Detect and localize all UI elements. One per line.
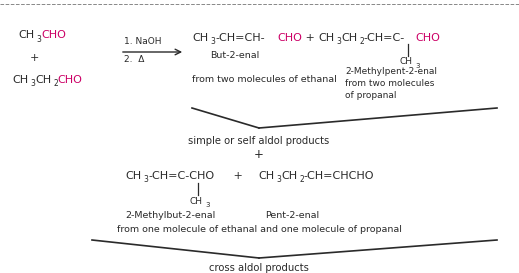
Text: 3: 3 — [336, 37, 341, 46]
Text: 3: 3 — [143, 176, 148, 185]
Text: CH: CH — [258, 171, 274, 181]
Text: +: + — [302, 33, 318, 43]
Text: 2: 2 — [53, 79, 58, 88]
Text: from one molecule of ethanal and one molecule of propanal: from one molecule of ethanal and one mol… — [117, 225, 401, 235]
Text: CH: CH — [318, 33, 334, 43]
Text: CH: CH — [281, 171, 297, 181]
Text: CH: CH — [125, 171, 141, 181]
Text: simple or self aldol products: simple or self aldol products — [188, 136, 330, 146]
Text: of propanal: of propanal — [345, 91, 397, 99]
Text: CH: CH — [35, 75, 51, 85]
Text: CHO: CHO — [415, 33, 440, 43]
Text: CH: CH — [341, 33, 357, 43]
Text: 3: 3 — [205, 202, 210, 208]
Text: -CH=CHCHO: -CH=CHCHO — [303, 171, 374, 181]
Text: CH: CH — [192, 33, 208, 43]
Text: +: + — [230, 171, 250, 181]
Text: 3: 3 — [210, 37, 215, 46]
Text: CH: CH — [190, 197, 203, 206]
Text: CH: CH — [400, 58, 413, 67]
Text: 2: 2 — [359, 37, 364, 46]
Text: 2-Methylbut-2-enal: 2-Methylbut-2-enal — [125, 212, 215, 221]
Text: 3: 3 — [276, 176, 281, 185]
Text: 2: 2 — [299, 176, 304, 185]
Text: But-2-enal: But-2-enal — [210, 51, 260, 60]
Text: +: + — [254, 149, 264, 162]
Text: CH: CH — [18, 30, 34, 40]
Text: 3: 3 — [36, 34, 41, 43]
Text: CH: CH — [12, 75, 28, 85]
Text: CHO: CHO — [277, 33, 302, 43]
Text: CHO: CHO — [41, 30, 66, 40]
Text: 2-Methylpent-2-enal: 2-Methylpent-2-enal — [345, 67, 437, 76]
Text: cross aldol products: cross aldol products — [209, 263, 309, 273]
Text: CHO: CHO — [57, 75, 82, 85]
Text: Pent-2-enal: Pent-2-enal — [265, 212, 319, 221]
Text: -CH=CH-: -CH=CH- — [215, 33, 265, 43]
Text: 2.  Δ: 2. Δ — [124, 55, 144, 64]
Text: from two molecules: from two molecules — [345, 79, 434, 88]
Text: -CH=C-CHO: -CH=C-CHO — [148, 171, 214, 181]
Text: from two molecules of ethanal: from two molecules of ethanal — [192, 76, 337, 85]
Text: 1. NaOH: 1. NaOH — [124, 37, 161, 46]
Text: +: + — [30, 53, 39, 63]
Text: -CH=C-: -CH=C- — [363, 33, 404, 43]
Text: 3: 3 — [415, 63, 419, 69]
Text: 3: 3 — [30, 79, 35, 88]
